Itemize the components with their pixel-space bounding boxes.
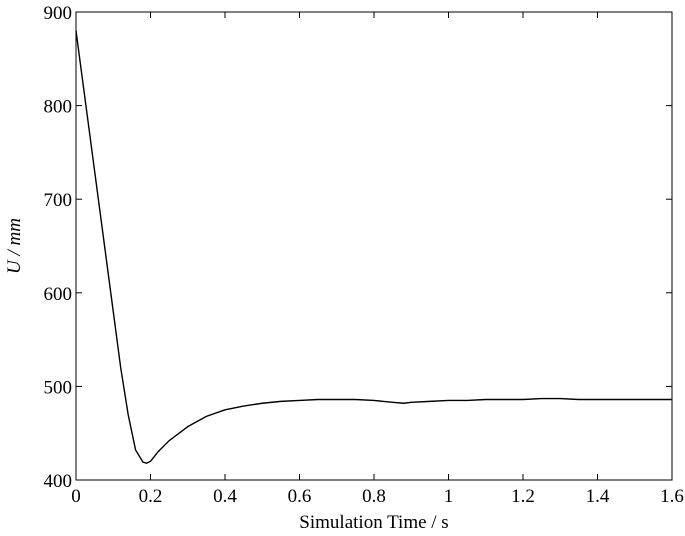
y-tick-label: 900	[44, 3, 73, 24]
y-tick-label: 800	[44, 97, 73, 118]
y-axis-ticks: 400 500 600 700 800 900	[44, 3, 672, 492]
y-tick-label: 700	[44, 190, 73, 211]
x-tick-label: 1.4	[586, 486, 610, 507]
x-tick-label: 1.2	[511, 486, 535, 507]
y-tick-label: 600	[44, 284, 73, 305]
x-tick-label: 0.6	[288, 486, 312, 507]
x-tick-label: 0.8	[362, 486, 386, 507]
x-axis-ticks: 0 0.2 0.4 0.6 0.8 1 1.2 1.4 1.6	[71, 12, 684, 507]
x-tick-label: 0.4	[213, 486, 237, 507]
y-tick-label: 500	[44, 377, 73, 398]
x-axis-label: Simulation Time / s	[299, 512, 448, 533]
x-tick-label: 0.2	[139, 486, 163, 507]
series-layer	[75, 30, 672, 464]
y-axis-label: U / mm	[4, 218, 25, 274]
x-tick-label: 1	[444, 486, 454, 507]
series-line	[75, 30, 672, 464]
x-tick-label: 1.6	[660, 486, 684, 507]
y-tick-label: 400	[44, 471, 73, 492]
x-tick-label: 0	[71, 486, 81, 507]
plot-area-frame	[75, 11, 673, 481]
